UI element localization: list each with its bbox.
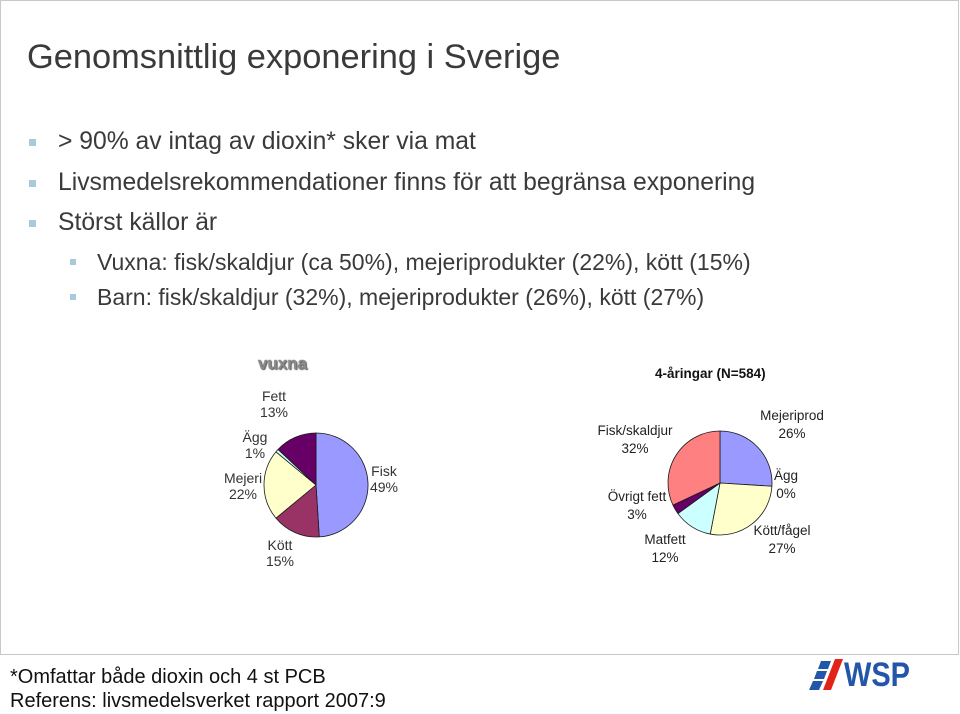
slice-label-value: 0% (776, 486, 796, 501)
slice-label-name: Fett (261, 388, 287, 404)
bullet-list: > 90% av intag av dioxin* sker via mat L… (0, 122, 960, 315)
slice-label-name: Matfett (644, 532, 686, 547)
bullet-text: > 90% av intag av dioxin* sker via mat (58, 128, 476, 155)
sub-bullet-text: Barn: fisk/skaldjur (32%), mejeriprodukt… (97, 283, 705, 310)
slice-label-name: Fisk/skaldjur (597, 423, 673, 438)
chart-title-children: 4-åringar (N=584) (655, 366, 766, 381)
wsp-logo-icon (809, 659, 843, 690)
slice-label-value: 15% (265, 553, 295, 569)
slice-label-name: Övrigt fett (607, 489, 667, 504)
square-bullet-icon (29, 220, 36, 227)
slide-title: Genomsnittlig exponering i Sverige (27, 38, 561, 76)
slice-label-agg: Ägg 0% (741, 467, 831, 503)
pie-adults (263, 432, 369, 538)
slice-label-value: 26% (778, 426, 806, 441)
slice-label-name: Ägg (242, 429, 268, 445)
slice-label-name: Ägg (773, 468, 799, 483)
slice-label-kott-fagel: Kött/fågel 27% (737, 522, 827, 558)
slice-label-value: 3% (627, 507, 647, 522)
slice-label-value: 49% (369, 479, 399, 495)
slice-label-fisk: Fisk 49% (354, 463, 414, 495)
bullet-text: Störst källor är (58, 209, 218, 236)
slice-label-mejeriprod: Mejeriprod 26% (747, 407, 837, 443)
pie-slice-kott (275, 484, 320, 538)
square-bullet-icon (29, 179, 36, 187)
slice-label-mejeri: Mejeri 22% (213, 470, 273, 502)
bullet-item: Störst källor är Vuxna: fisk/skaldjur (c… (0, 203, 960, 315)
reference: Referens: livsmedelsverket rapport 2007:… (10, 690, 386, 712)
sub-bullet-text: Vuxna: fisk/skaldjur (ca 50%), mejeripro… (97, 248, 751, 275)
slice-label-name: Mejeri (223, 470, 263, 486)
slice-label-value: 1% (244, 445, 266, 461)
slice-label-agg: Ägg 1% (225, 429, 285, 461)
pie-slice-fett (277, 432, 317, 486)
footnote: *Omfattar både dioxin och 4 st PCB (10, 666, 326, 688)
slice-label-kott: Kött 15% (250, 537, 310, 569)
footer-notes: *Omfattar både dioxin och 4 st PCB Refer… (10, 665, 386, 713)
sub-bullet-item: Barn: fisk/skaldjur (32%), mejeriprodukt… (0, 280, 960, 315)
bullet-item: > 90% av intag av dioxin* sker via mat (0, 122, 960, 163)
sub-bullet-item: Vuxna: fisk/skaldjur (ca 50%), mejeripro… (0, 245, 960, 280)
slice-label-name: Fisk (371, 463, 397, 479)
pie-slice-fisk (315, 432, 369, 538)
slice-label-matfett: Matfett 12% (620, 531, 710, 567)
slice-label-name: Kött (267, 537, 293, 553)
pie-slice-mejeriprod (719, 430, 773, 487)
square-bullet-icon (29, 139, 36, 146)
slice-label-ovrigt-fett: Övrigt fett 3% (592, 488, 682, 524)
bullet-text: Livsmedelsrekommendationer finns för att… (58, 168, 756, 196)
bullet-item: Livsmedelsrekommendationer finns för att… (0, 163, 960, 204)
wsp-logo-text: WSP (844, 656, 910, 694)
chart-title-adults: vuxna (258, 354, 308, 373)
pie-slice-mejeri (263, 451, 317, 519)
square-bullet-icon (70, 259, 76, 265)
slice-label-value: 13% (259, 404, 289, 420)
pie-children (667, 430, 773, 536)
slice-label-fisk-skaldjur: Fisk/skaldjur 32% (590, 422, 680, 458)
slice-label-value: 32% (621, 441, 649, 456)
slice-label-value: 27% (768, 541, 796, 556)
slice-label-value: 12% (651, 550, 679, 565)
slice-label-name: Kött/fågel (753, 523, 811, 538)
pie-slice-kott-fagel (709, 482, 773, 536)
wsp-logo: WSP (809, 656, 910, 694)
square-bullet-icon (70, 294, 76, 300)
pie-slice-fisk-skaldjur (667, 430, 721, 506)
slice-label-name: Mejeriprod (760, 408, 824, 423)
slice-label-fett: Fett 13% (244, 388, 304, 420)
sub-bullet-list: Vuxna: fisk/skaldjur (ca 50%), mejeripro… (0, 245, 960, 315)
slide-frame (0, 0, 959, 655)
slice-label-value: 22% (228, 486, 258, 502)
